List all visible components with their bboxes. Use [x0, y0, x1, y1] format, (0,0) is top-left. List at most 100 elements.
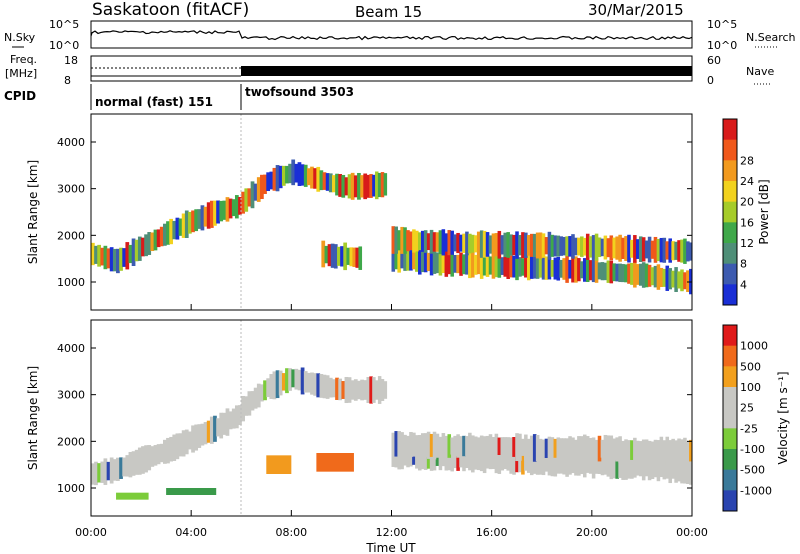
power-colorbar-tick: 12 — [740, 237, 754, 250]
velocity-echo-cell — [97, 463, 101, 483]
power-echo-cell — [686, 270, 690, 292]
power-echo-cell — [689, 242, 692, 261]
velocity-echo-cell — [577, 452, 581, 476]
velocity-echo-cell — [529, 448, 534, 476]
power-echo-cell — [394, 226, 398, 254]
power-echo-cell — [471, 234, 475, 253]
power-echo-cell — [479, 230, 484, 258]
power-echo-cell — [503, 255, 507, 277]
power-echo-cell — [538, 258, 543, 278]
velocity-echo-cell — [588, 437, 593, 459]
power-echo-cell — [409, 231, 413, 251]
power-echo-cell — [636, 239, 640, 259]
velocity-echo-cell — [671, 460, 675, 479]
velocity-echo-cell — [459, 436, 463, 456]
power-echo-cell — [372, 174, 376, 197]
velocity-echo-cell — [627, 453, 631, 479]
power-frame — [90, 113, 693, 311]
velocity-echo-cell — [500, 437, 505, 456]
power-echo-cell — [275, 165, 280, 192]
power-echo-cell — [94, 245, 98, 264]
power-colorbar-cell — [723, 222, 737, 244]
power-echo-cell — [333, 244, 338, 269]
power-echo-cell — [328, 173, 333, 193]
velocity-echo-cell — [360, 379, 364, 401]
power-echo-cell — [527, 234, 531, 256]
power-echo-cell — [322, 172, 327, 190]
velocity-echo-cell — [350, 380, 355, 400]
power-colorbar-cell — [723, 263, 737, 285]
velocity-colorbar-tick: 25 — [740, 402, 754, 415]
velocity-colorbar-frame — [722, 324, 738, 512]
velocity-echo-cell — [383, 381, 388, 399]
power-echo-cell — [671, 270, 675, 288]
velocity-echo-cell — [553, 438, 558, 458]
velocity-echo-cell — [615, 437, 619, 462]
power-echo-cell — [375, 171, 379, 200]
power-echo-cell — [653, 236, 658, 263]
power-echo-cell — [106, 248, 111, 269]
velocity-echo-cell — [476, 437, 481, 455]
velocity-echo-cell — [580, 436, 584, 461]
power-echo-cell — [459, 252, 463, 276]
velocity-colorbar-cell — [723, 325, 737, 347]
power-echo-cell — [591, 235, 596, 259]
velocity-echo-cell — [479, 447, 484, 472]
velocity-echo-cell — [194, 424, 199, 451]
power-echo-cell — [444, 233, 449, 252]
power-echo-cell — [680, 239, 684, 263]
power-echo-cell — [360, 175, 364, 198]
velocity-echo-cell — [172, 434, 177, 461]
power-echo-cell — [636, 264, 640, 285]
power-echo-cell — [403, 248, 407, 271]
velocity-ylabel: Slant Range [km] — [26, 366, 40, 470]
power-echo-cell — [515, 253, 519, 281]
velocity-echo-cell — [328, 377, 333, 398]
power-echo-cell — [571, 234, 575, 259]
velocity-echo-cell — [488, 450, 493, 470]
velocity-echo-cell — [600, 439, 605, 458]
power-echo-cell — [131, 238, 136, 267]
velocity-panel: 1000 2000 3000 4000 00:00 04:00 08:00 12:00 16:… — [26, 319, 790, 554]
velocity-echo-cell — [624, 439, 628, 461]
power-echo-cell — [462, 233, 466, 253]
power-echo-cell — [588, 236, 593, 258]
velocity-echo-cell — [462, 446, 466, 472]
velocity-patch-4 — [166, 488, 217, 495]
velocity-xaxis: 00:00 04:00 08:00 12:00 16:00 20:00 00:00 — [75, 510, 708, 539]
power-echo-cell — [206, 202, 211, 229]
velocity-echo-cell — [200, 423, 205, 446]
power-echo-cell — [603, 262, 608, 281]
power-echo-cell — [412, 251, 416, 270]
power-echo-cell — [166, 221, 170, 245]
velocity-colorbar-tick: -100 — [740, 443, 765, 456]
velocity-colorbar-cell — [723, 449, 737, 471]
power-echo-cell — [310, 166, 314, 189]
velocity-echo-cell — [662, 440, 667, 462]
velocity-ytick-label: 1000 — [57, 482, 85, 495]
velocity-echo-cell — [468, 432, 472, 460]
velocity-echo-cell — [547, 436, 552, 460]
power-yaxis: 1000 2000 3000 4000 — [57, 136, 692, 289]
power-echo-cell — [453, 234, 457, 252]
velocity-echo-cell — [644, 458, 649, 477]
power-echo-cell — [559, 236, 563, 256]
power-echo-cell — [415, 230, 419, 252]
velocity-colorbar-label: Velocity [m s⁻¹] — [776, 371, 790, 464]
velocity-echo-cell — [169, 436, 173, 462]
nave-label: Nave — [746, 65, 774, 78]
velocity-echo-cell — [674, 440, 678, 462]
power-echo-cell — [574, 237, 578, 256]
power-colorbar-tick: 8 — [740, 258, 747, 271]
velocity-echo-cell — [547, 449, 552, 476]
velocity-echo-cell — [656, 455, 661, 482]
power-colorbar-cell — [723, 139, 737, 161]
power-echo-cell — [535, 232, 540, 259]
power-echo-cell — [500, 235, 505, 255]
velocity-echo-cell — [647, 440, 652, 461]
power-echo-cell — [541, 256, 546, 280]
velocity-echo-cell — [444, 445, 449, 471]
velocity-echo-cell — [485, 450, 490, 469]
power-echo-cell — [556, 235, 561, 257]
power-echo-cell — [412, 229, 416, 253]
